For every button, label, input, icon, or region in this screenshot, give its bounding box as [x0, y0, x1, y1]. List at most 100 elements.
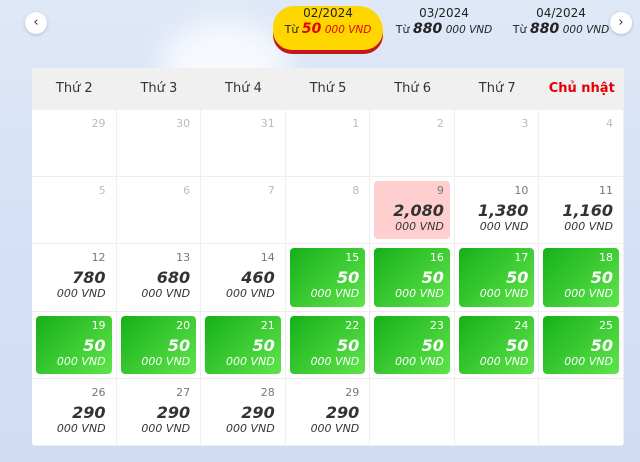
chevron-right-icon: ›: [618, 15, 624, 30]
day-price: 50: [421, 268, 444, 288]
day-cell[interactable]: 13 680 000 VND: [116, 244, 202, 312]
day-price: 50: [252, 335, 275, 355]
day-cell[interactable]: 16 50 000 VND: [370, 244, 455, 312]
next-month-button[interactable]: ›: [610, 12, 632, 34]
price-unit: 000 VND: [56, 287, 106, 301]
day-number: 1: [352, 117, 360, 130]
day-cell[interactable]: 22 50 000 VND: [285, 311, 371, 379]
prev-month-button[interactable]: ‹: [25, 12, 47, 34]
day-cell[interactable]: 17 50 000 VND: [454, 244, 540, 312]
day-number: 24: [514, 318, 529, 332]
day-cell[interactable]: 27 290 000 VND: [116, 378, 202, 446]
day-cell: 8: [285, 177, 371, 245]
month-tab-02-2024[interactable]: 02/2024 Từ 50 000 VND: [273, 6, 383, 50]
day-price: 50: [167, 335, 191, 355]
day-cell[interactable]: 10 1,380 000 VND: [454, 177, 540, 245]
day-cell-inner: 15 50 000 VND: [289, 248, 366, 307]
day-number: 8: [352, 184, 360, 198]
day-cell: 31: [201, 110, 286, 178]
month-tab-03-2024[interactable]: 03/2024 Từ 880 000 VND: [390, 6, 498, 37]
day-cell-inner: 9 2,080 000 VND: [374, 181, 450, 240]
day-cell-inner: 2: [374, 114, 450, 172]
day-number: 15: [345, 251, 360, 265]
day-number: 30: [176, 117, 191, 130]
day-cell-inner: 22 50 000 VND: [289, 315, 366, 374]
weekday-sat: Thứ 7: [478, 81, 516, 96]
day-cell-inner: 5: [36, 181, 112, 239]
day-cell-inner: 10 1,380 000 VND: [459, 181, 535, 239]
day-price: 460: [241, 268, 275, 288]
day-price: 50: [83, 335, 106, 355]
day-cell-inner: 24 50 000 VND: [458, 315, 535, 374]
day-cell-inner: 16 50 000 VND: [374, 248, 450, 307]
day-number: 26: [91, 385, 106, 399]
day-cell[interactable]: 21 50 000 VND: [201, 311, 286, 379]
price-unit: 000 VND: [445, 24, 493, 36]
day-cell-inner: 27 290 000 VND: [121, 383, 197, 441]
day-price: 50: [337, 268, 360, 288]
day-cell[interactable]: 12 780 000 VND: [32, 244, 117, 312]
day-cell-inner: 7: [205, 181, 281, 239]
day-cell-inner: 19 50 000 VND: [36, 315, 112, 374]
day-cell-inner: 17 50 000 VND: [458, 248, 535, 307]
weekday-tue: Thứ 3: [140, 81, 178, 96]
day-cell[interactable]: 11 1,160 000 VND: [539, 177, 624, 245]
day-cell[interactable]: 25 50 000 VND: [539, 311, 624, 379]
day-cell[interactable]: 15 50 000 VND: [285, 244, 371, 312]
day-number: 14: [260, 251, 275, 265]
day-cell-inner: 21 50 000 VND: [205, 315, 281, 374]
day-number: 19: [91, 318, 106, 332]
price-unit: 000 VND: [324, 24, 372, 36]
month-label: 02/2024: [303, 6, 353, 20]
month-tab-04-2024[interactable]: 04/2024 Từ 880 000 VND: [507, 6, 615, 37]
day-number: 21: [260, 318, 275, 332]
month-min-price: 50: [301, 21, 322, 37]
day-number: 12: [91, 251, 106, 265]
day-number: 16: [429, 251, 444, 265]
day-cell-inner: 29 290 000 VND: [290, 383, 366, 441]
fare-calendar: Thứ 2 Thứ 3 Thứ 4 Thứ 5 Thứ 6 Thứ 7 Chủ …: [32, 68, 624, 446]
day-number: 17: [514, 251, 529, 265]
day-cell-inner: 4: [543, 114, 619, 172]
day-cell-inner: 25 50 000 VND: [543, 315, 619, 374]
day-price: 780: [72, 268, 106, 288]
day-cell: 3: [454, 110, 540, 178]
price-unit: 000 VND: [479, 354, 529, 368]
day-number: 9: [436, 184, 444, 198]
day-cell[interactable]: 23 50 000 VND: [370, 311, 455, 379]
day-number: 6: [183, 184, 191, 198]
month-min-price: 880: [529, 21, 560, 37]
price-unit: 000 VND: [225, 287, 275, 301]
day-cell[interactable]: 20 50 000 VND: [116, 311, 202, 379]
price-unit: 000 VND: [225, 421, 275, 435]
day-cell[interactable]: 14 460 000 VND: [201, 244, 286, 312]
day-cell: 7: [201, 177, 286, 245]
day-number: 20: [176, 318, 191, 332]
price-unit: 000 VND: [395, 354, 444, 368]
day-cell[interactable]: 26 290 000 VND: [32, 378, 117, 446]
day-number: 4: [605, 117, 613, 130]
weekday-wed: Thứ 4: [225, 81, 262, 96]
day-cell[interactable]: 9 2,080 000 VND: [370, 177, 455, 245]
day-number: 28: [260, 385, 275, 399]
day-cell[interactable]: 18 50 000 VND: [539, 244, 624, 312]
price-prefix: Từ: [284, 23, 299, 36]
day-number: 13: [176, 251, 191, 265]
month-label: 04/2024: [536, 6, 586, 20]
day-cell[interactable]: 28 290 000 VND: [201, 378, 286, 446]
price-unit: 000 VND: [479, 287, 529, 301]
day-cell[interactable]: 29 290 000 VND: [285, 378, 371, 446]
day-number: 31: [260, 117, 275, 130]
day-number: 2: [436, 117, 444, 130]
day-price: 1,380: [477, 201, 529, 221]
day-cell[interactable]: 24 50 000 VND: [454, 311, 540, 379]
day-number: 29: [91, 117, 106, 130]
month-label: 03/2024: [419, 6, 469, 20]
price-unit: 000 VND: [564, 354, 613, 368]
weekday-header: Thứ 2 Thứ 3 Thứ 4 Thứ 5 Thứ 6 Thứ 7 Chủ …: [32, 68, 624, 110]
price-unit: 000 VND: [310, 354, 360, 368]
price-unit: 000 VND: [225, 354, 275, 368]
day-cell: 6: [116, 177, 202, 245]
day-cell[interactable]: 19 50 000 VND: [32, 311, 117, 379]
day-cell-inner: 3: [459, 114, 535, 172]
